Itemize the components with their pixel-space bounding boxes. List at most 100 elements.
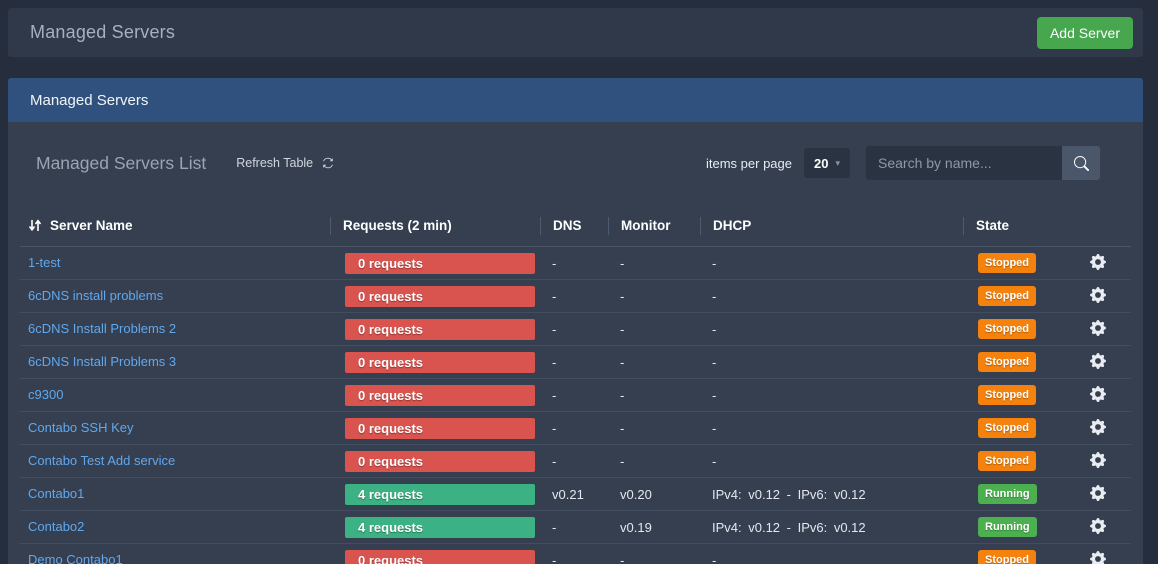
server-name-link[interactable]: 1-test	[28, 255, 61, 270]
gear-icon	[1090, 419, 1106, 435]
add-server-button[interactable]: Add Server	[1037, 17, 1133, 49]
table-row: 6cDNS Install Problems 2 0 requests - - …	[20, 313, 1131, 346]
requests-badge: 4 requests	[345, 484, 535, 505]
requests-badge: 0 requests	[345, 418, 535, 439]
search-input[interactable]	[866, 146, 1062, 180]
refresh-table-button[interactable]: Refresh Table	[236, 156, 335, 170]
monitor-version-cell: v0.19	[608, 520, 700, 535]
gear-icon	[1090, 320, 1106, 336]
search-icon	[1074, 156, 1089, 171]
server-settings-button[interactable]	[1088, 483, 1108, 503]
monitor-version-cell: -	[608, 421, 700, 436]
page-title: Managed Servers	[30, 22, 175, 43]
list-title: Managed Servers List	[36, 153, 206, 174]
server-name-link[interactable]: Contabo1	[28, 486, 84, 501]
gear-icon	[1090, 287, 1106, 303]
column-header-state: State	[963, 217, 1046, 235]
dhcp-version-cell: -	[700, 388, 963, 403]
dns-version-cell: -	[540, 454, 608, 469]
dns-version-cell: -	[540, 388, 608, 403]
column-header-server-name[interactable]: Server Name	[20, 217, 330, 235]
dns-version-cell: -	[540, 421, 608, 436]
state-badge: Stopped	[978, 352, 1036, 372]
monitor-version-cell: -	[608, 388, 700, 403]
servers-table: Server Name Requests (2 min) DNS Monitor…	[20, 205, 1131, 564]
table-row: Demo Contabo1 0 requests - - - Stopped	[20, 544, 1131, 564]
server-settings-button[interactable]	[1088, 549, 1108, 564]
requests-badge: 4 requests	[345, 517, 535, 538]
state-badge: Stopped	[978, 550, 1036, 564]
server-settings-button[interactable]	[1088, 417, 1108, 437]
refresh-icon	[321, 156, 335, 170]
table-row: 1-test 0 requests - - - Stopped	[20, 247, 1131, 280]
column-header-monitor: Monitor	[608, 217, 700, 235]
caret-down-icon: ▾	[835, 158, 840, 169]
search-button[interactable]	[1062, 146, 1100, 180]
dhcp-version-cell: -	[700, 355, 963, 370]
server-settings-button[interactable]	[1088, 252, 1108, 272]
server-settings-button[interactable]	[1088, 351, 1108, 371]
items-per-page-value: 20	[814, 156, 828, 171]
table-row: Contabo SSH Key 0 requests - - - Stopped	[20, 412, 1131, 445]
server-name-link[interactable]: 6cDNS install problems	[28, 288, 163, 303]
dns-version-cell: -	[540, 520, 608, 535]
column-header-requests: Requests (2 min)	[330, 217, 540, 235]
requests-badge: 0 requests	[345, 319, 535, 340]
server-settings-button[interactable]	[1088, 318, 1108, 338]
dns-version-cell: v0.21	[540, 487, 608, 502]
requests-badge: 0 requests	[345, 451, 535, 472]
server-settings-button[interactable]	[1088, 384, 1108, 404]
managed-servers-panel: Managed Servers Managed Servers List Ref…	[8, 78, 1143, 564]
table-header-row: Server Name Requests (2 min) DNS Monitor…	[20, 205, 1131, 247]
column-header-actions	[1046, 217, 1131, 235]
server-settings-button[interactable]	[1088, 450, 1108, 470]
server-name-link[interactable]: Demo Contabo1	[28, 552, 123, 564]
state-badge: Running	[978, 517, 1037, 537]
table-row: 6cDNS Install Problems 3 0 requests - - …	[20, 346, 1131, 379]
server-name-link[interactable]: 6cDNS Install Problems 3	[28, 354, 176, 369]
server-name-link[interactable]: Contabo Test Add service	[28, 453, 175, 468]
server-name-link[interactable]: 6cDNS Install Problems 2	[28, 321, 176, 336]
requests-badge: 0 requests	[345, 286, 535, 307]
monitor-version-cell: -	[608, 355, 700, 370]
server-name-link[interactable]: Contabo2	[28, 519, 84, 534]
panel-heading: Managed Servers	[8, 78, 1143, 122]
monitor-version-cell: -	[608, 256, 700, 271]
table-row: Contabo1 4 requests v0.21 v0.20 IPv4: v0…	[20, 478, 1131, 511]
gear-icon	[1090, 254, 1106, 270]
requests-badge: 0 requests	[345, 385, 535, 406]
dns-version-cell: -	[540, 355, 608, 370]
dhcp-version-cell: IPv4: v0.12 - IPv6: v0.12	[700, 487, 963, 502]
dhcp-version-cell: -	[700, 289, 963, 304]
table-toolbar: Managed Servers List Refresh Table items…	[8, 146, 1143, 180]
monitor-version-cell: -	[608, 454, 700, 469]
dns-version-cell: -	[540, 289, 608, 304]
state-badge: Stopped	[978, 385, 1036, 405]
table-row: Contabo Test Add service 0 requests - - …	[20, 445, 1131, 478]
gear-icon	[1090, 353, 1106, 369]
monitor-version-cell: -	[608, 322, 700, 337]
page-header: Managed Servers Add Server	[8, 8, 1143, 57]
monitor-version-cell: -	[608, 553, 700, 564]
items-per-page-label: items per page	[706, 156, 792, 171]
state-badge: Stopped	[978, 253, 1036, 273]
monitor-version-cell: v0.20	[608, 487, 700, 502]
dns-version-cell: -	[540, 553, 608, 564]
state-badge: Stopped	[978, 286, 1036, 306]
gear-icon	[1090, 518, 1106, 534]
dns-version-cell: -	[540, 256, 608, 271]
table-body: 1-test 0 requests - - - Stopped 6cDNS in…	[20, 247, 1131, 564]
server-name-link[interactable]: c9300	[28, 387, 63, 402]
state-badge: Stopped	[978, 451, 1036, 471]
column-header-dhcp: DHCP	[700, 217, 963, 235]
dhcp-version-cell: -	[700, 454, 963, 469]
dhcp-version-cell: -	[700, 421, 963, 436]
gear-icon	[1090, 386, 1106, 402]
server-settings-button[interactable]	[1088, 516, 1108, 536]
dhcp-version-cell: -	[700, 553, 963, 564]
gear-icon	[1090, 452, 1106, 468]
server-name-link[interactable]: Contabo SSH Key	[28, 420, 134, 435]
items-per-page-select[interactable]: 20 ▾	[804, 148, 850, 178]
sort-arrows-icon[interactable]	[28, 219, 42, 232]
server-settings-button[interactable]	[1088, 285, 1108, 305]
